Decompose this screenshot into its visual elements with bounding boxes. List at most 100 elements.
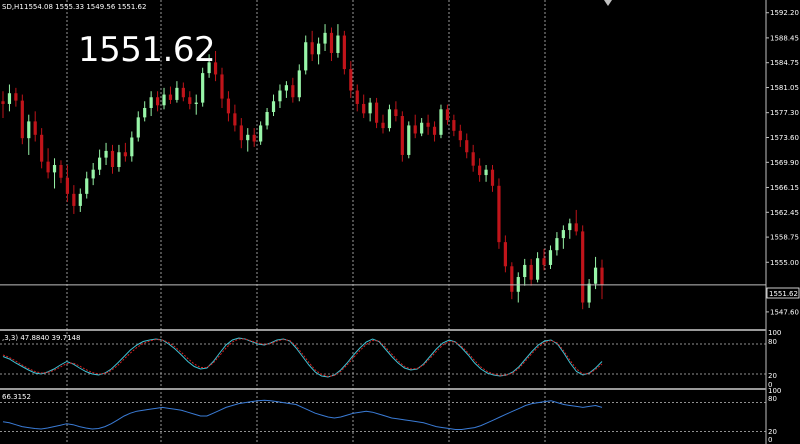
- candle-body[interactable]: [407, 125, 411, 155]
- candle-body[interactable]: [587, 283, 591, 303]
- candle-body[interactable]: [593, 267, 598, 284]
- candle-body[interactable]: [46, 161, 50, 173]
- candle-body[interactable]: [490, 169, 495, 186]
- candle-body[interactable]: [52, 165, 57, 173]
- candle-body[interactable]: [201, 73, 205, 103]
- candle-body[interactable]: [548, 250, 553, 265]
- candle-body[interactable]: [252, 134, 256, 142]
- candle-body[interactable]: [381, 122, 385, 129]
- candle-body[interactable]: [426, 122, 430, 127]
- candle-body[interactable]: [149, 97, 153, 108]
- candle-body[interactable]: [323, 32, 327, 44]
- candle-body[interactable]: [465, 140, 469, 153]
- candle-body[interactable]: [40, 134, 44, 162]
- candle-body[interactable]: [65, 177, 70, 194]
- candle-body[interactable]: [162, 94, 166, 106]
- candle-body[interactable]: [310, 42, 314, 55]
- candle-body[interactable]: [574, 223, 578, 232]
- candle-body[interactable]: [85, 178, 89, 194]
- rsi-panel[interactable]: [0, 399, 766, 432]
- candle-body[interactable]: [155, 97, 160, 106]
- candle-body[interactable]: [497, 185, 501, 243]
- candle-body[interactable]: [523, 264, 527, 278]
- candle-body[interactable]: [529, 264, 533, 280]
- candle-body[interactable]: [226, 98, 231, 114]
- candle-body[interactable]: [91, 169, 95, 179]
- candle-body[interactable]: [104, 150, 108, 158]
- candle-body[interactable]: [130, 137, 134, 157]
- candle-body[interactable]: [355, 90, 359, 104]
- candle-body[interactable]: [213, 62, 218, 75]
- candle-body[interactable]: [317, 43, 321, 55]
- candle-body[interactable]: [478, 165, 482, 176]
- candle-body[interactable]: [600, 267, 604, 285]
- candle-body[interactable]: [278, 90, 282, 102]
- candle-body[interactable]: [233, 113, 237, 126]
- candle-body[interactable]: [259, 125, 263, 142]
- candle-body[interactable]: [452, 120, 456, 131]
- candle-body[interactable]: [368, 102, 372, 114]
- candle-body[interactable]: [432, 126, 437, 135]
- candle-body[interactable]: [445, 109, 450, 121]
- candle-body[interactable]: [561, 230, 565, 239]
- candle-body[interactable]: [33, 121, 37, 135]
- candle-body[interactable]: [207, 62, 211, 74]
- candle-body[interactable]: [413, 125, 417, 134]
- candle-body[interactable]: [581, 231, 585, 303]
- candle-body[interactable]: [239, 125, 243, 141]
- candle-body[interactable]: [175, 87, 179, 100]
- candle-body[interactable]: [1, 101, 5, 104]
- candle-body[interactable]: [136, 117, 140, 138]
- price-candles[interactable]: [1, 24, 604, 310]
- candle-body[interactable]: [110, 150, 115, 168]
- candle-body[interactable]: [510, 266, 514, 292]
- candle-body[interactable]: [503, 242, 507, 267]
- candle-body[interactable]: [20, 100, 24, 139]
- candle-body[interactable]: [394, 109, 398, 117]
- candle-body[interactable]: [304, 42, 308, 71]
- candle-body[interactable]: [7, 93, 12, 104]
- candle-body[interactable]: [168, 94, 173, 100]
- candle-body[interactable]: [188, 97, 192, 104]
- candle-body[interactable]: [336, 35, 340, 53]
- stochastic-panel[interactable]: [0, 337, 766, 378]
- candle-body[interactable]: [535, 258, 540, 280]
- candle-body[interactable]: [220, 74, 224, 99]
- candle-body[interactable]: [181, 87, 185, 98]
- candle-body[interactable]: [72, 193, 76, 206]
- candle-body[interactable]: [123, 152, 127, 157]
- candle-body[interactable]: [194, 102, 198, 104]
- candle-body[interactable]: [439, 109, 443, 135]
- candle-body[interactable]: [542, 258, 546, 265]
- candle-body[interactable]: [342, 35, 346, 70]
- candle-body[interactable]: [27, 121, 31, 139]
- candle-body[interactable]: [117, 152, 121, 168]
- candle-body[interactable]: [471, 152, 475, 166]
- candle-body[interactable]: [14, 93, 18, 101]
- candle-body[interactable]: [568, 223, 572, 231]
- candle-body[interactable]: [374, 102, 379, 123]
- candle-body[interactable]: [265, 112, 269, 126]
- candle-body[interactable]: [284, 85, 288, 91]
- candle-body[interactable]: [59, 165, 63, 178]
- candle-body[interactable]: [78, 193, 82, 206]
- candle-body[interactable]: [458, 130, 462, 141]
- candle-body[interactable]: [400, 116, 404, 155]
- candle-body[interactable]: [271, 101, 276, 113]
- candle-body[interactable]: [484, 169, 488, 176]
- candle-body[interactable]: [349, 69, 353, 91]
- candle-body[interactable]: [555, 238, 559, 251]
- candle-body[interactable]: [329, 32, 334, 53]
- candle-body[interactable]: [246, 134, 250, 141]
- candle-body[interactable]: [362, 103, 366, 114]
- candle-body[interactable]: [291, 85, 295, 98]
- candle-body[interactable]: [143, 107, 147, 118]
- candle-body[interactable]: [297, 70, 301, 98]
- candle-body[interactable]: [516, 277, 520, 292]
- chart-shift-marker-icon[interactable]: [604, 0, 612, 6]
- candle-body[interactable]: [420, 122, 424, 134]
- candle-body[interactable]: [387, 109, 392, 129]
- candle-body[interactable]: [98, 157, 102, 170]
